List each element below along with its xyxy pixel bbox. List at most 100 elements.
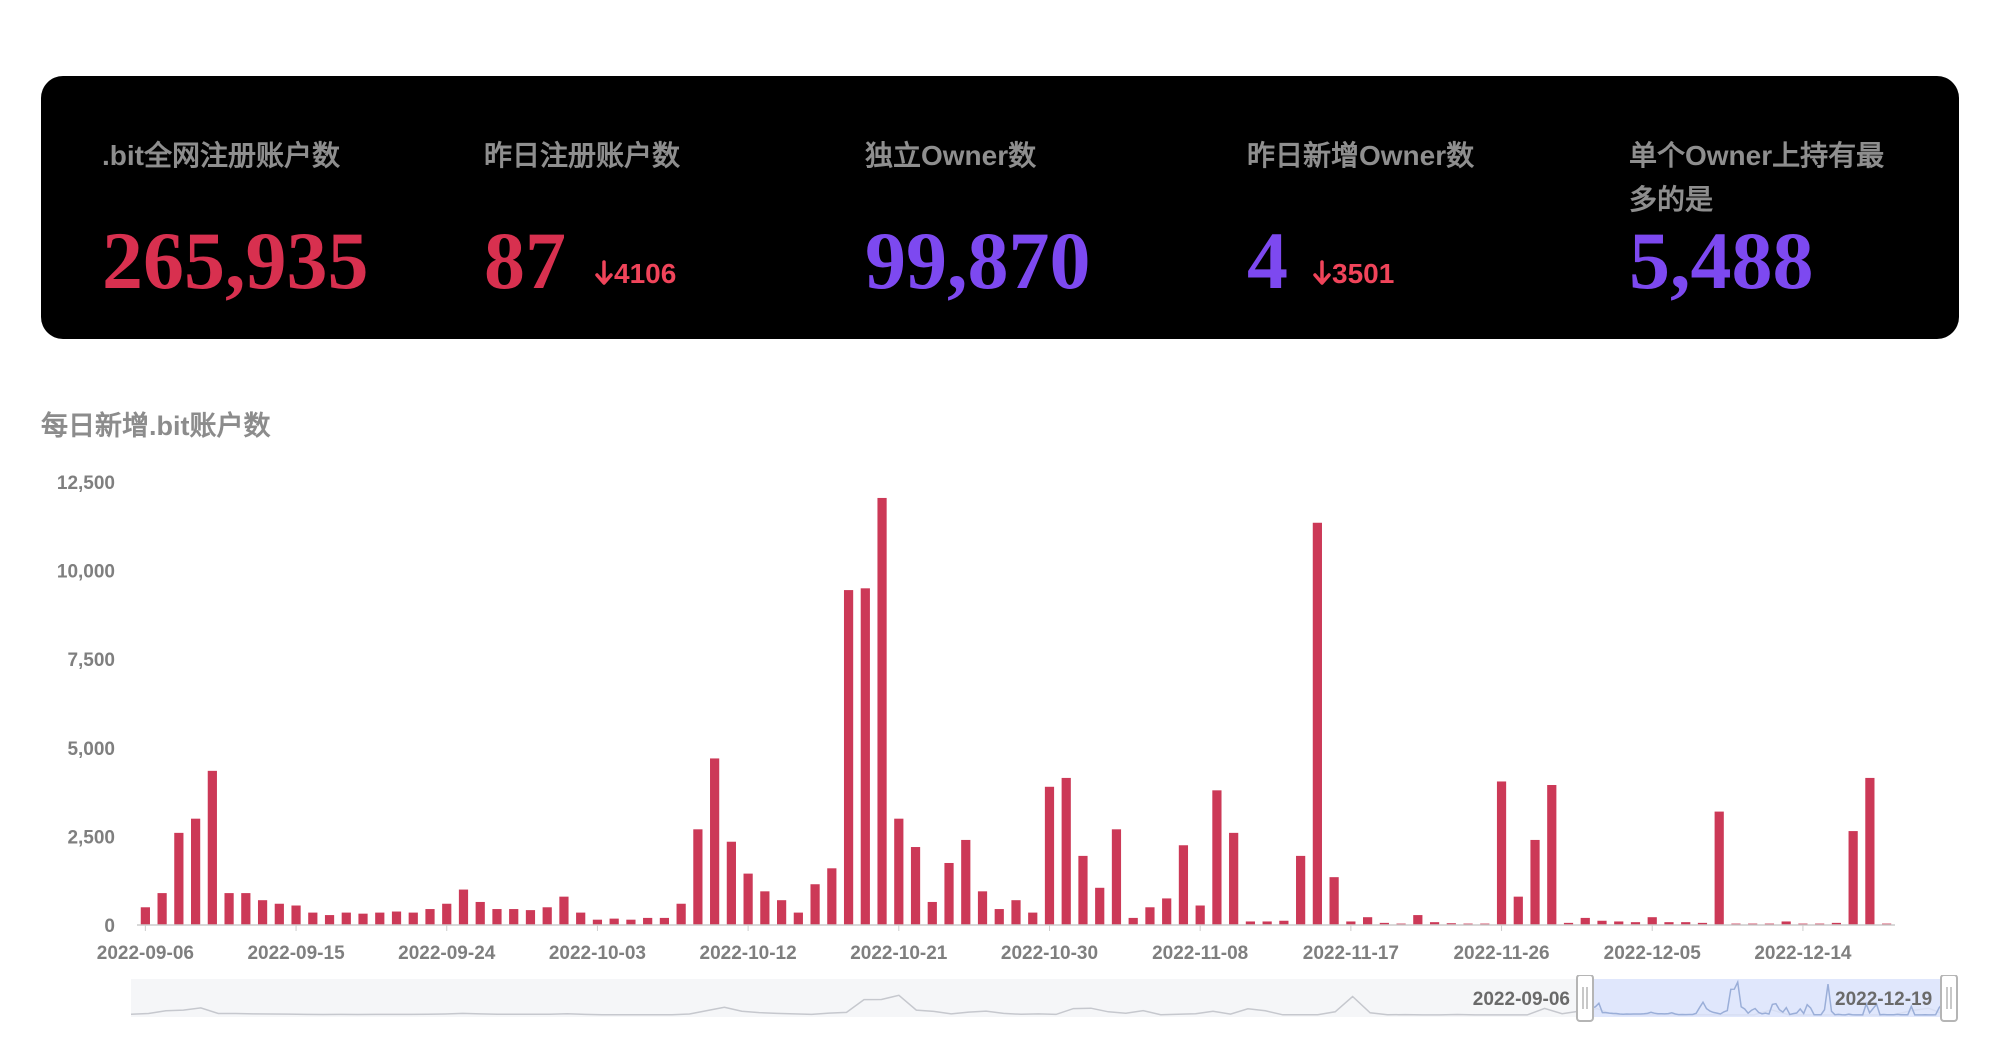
- bar[interactable]: [659, 917, 670, 925]
- bar[interactable]: [1178, 845, 1189, 925]
- bar[interactable]: [157, 893, 167, 925]
- bar[interactable]: [475, 901, 485, 925]
- bar[interactable]: [559, 896, 569, 925]
- bar[interactable]: [375, 912, 385, 925]
- bar[interactable]: [1346, 921, 1356, 925]
- bar[interactable]: [274, 903, 284, 925]
- bar[interactable]: [576, 912, 586, 925]
- bar[interactable]: [241, 893, 251, 925]
- bar[interactable]: [810, 884, 820, 925]
- bar[interactable]: [1044, 786, 1055, 925]
- bar[interactable]: [291, 905, 301, 925]
- bar[interactable]: [1028, 912, 1038, 925]
- bar[interactable]: [1212, 790, 1222, 925]
- bar[interactable]: [442, 903, 452, 925]
- bar[interactable]: [1530, 839, 1540, 925]
- bar[interactable]: [1496, 781, 1507, 925]
- bar[interactable]: [609, 918, 619, 925]
- bar[interactable]: [1781, 921, 1791, 925]
- bar[interactable]: [827, 868, 837, 925]
- bar[interactable]: [358, 913, 368, 925]
- bar[interactable]: [1630, 922, 1641, 925]
- bar[interactable]: [1446, 923, 1456, 925]
- bar[interactable]: [877, 497, 887, 925]
- bar[interactable]: [860, 588, 870, 925]
- bar[interactable]: [1061, 777, 1071, 925]
- bar[interactable]: [1547, 785, 1557, 925]
- bar[interactable]: [1865, 777, 1875, 925]
- bar[interactable]: [961, 839, 971, 925]
- bar[interactable]: [1363, 917, 1373, 925]
- bar[interactable]: [710, 758, 720, 925]
- bar[interactable]: [140, 907, 150, 925]
- zoom-handle-right[interactable]: [1940, 975, 1958, 1022]
- bar[interactable]: [1697, 922, 1708, 925]
- bar[interactable]: [1229, 832, 1239, 925]
- bar[interactable]: [643, 917, 653, 925]
- bar[interactable]: [1195, 905, 1205, 925]
- bar[interactable]: [458, 889, 469, 925]
- zoom-slider[interactable]: 2022-09-06 2022-12-19: [0, 975, 1990, 1025]
- bar[interactable]: [1095, 887, 1105, 925]
- bar[interactable]: [1580, 917, 1590, 925]
- bar[interactable]: [1647, 917, 1657, 925]
- bar[interactable]: [843, 590, 854, 925]
- bar[interactable]: [1296, 855, 1306, 925]
- bar[interactable]: [1614, 921, 1624, 925]
- bar[interactable]: [425, 909, 435, 925]
- bar[interactable]: [894, 818, 904, 925]
- bar[interactable]: [1429, 922, 1440, 925]
- bar[interactable]: [525, 910, 536, 925]
- bar[interactable]: [1312, 522, 1322, 925]
- bar[interactable]: [1279, 920, 1289, 925]
- bar[interactable]: [391, 911, 402, 925]
- bar[interactable]: [1145, 907, 1155, 925]
- bar[interactable]: [324, 915, 335, 925]
- bar[interactable]: [509, 909, 519, 925]
- bar[interactable]: [693, 829, 703, 925]
- bar[interactable]: [1513, 896, 1523, 925]
- bar[interactable]: [1413, 915, 1423, 925]
- bar[interactable]: [977, 891, 988, 925]
- bar[interactable]: [994, 909, 1004, 925]
- bar[interactable]: [1379, 922, 1389, 925]
- bar[interactable]: [1162, 898, 1172, 925]
- bar[interactable]: [592, 919, 603, 925]
- bar[interactable]: [1262, 921, 1272, 925]
- bar[interactable]: [626, 919, 636, 925]
- bar[interactable]: [341, 912, 351, 925]
- bar[interactable]: [308, 912, 318, 925]
- bar[interactable]: [726, 841, 736, 925]
- bar[interactable]: [191, 818, 201, 925]
- bar[interactable]: [224, 893, 234, 925]
- bar[interactable]: [793, 912, 803, 925]
- bar[interactable]: [257, 900, 268, 925]
- bar[interactable]: [1245, 921, 1256, 925]
- bar[interactable]: [1681, 922, 1691, 925]
- bar[interactable]: [1078, 855, 1088, 925]
- zoom-handle-left[interactable]: [1576, 975, 1594, 1022]
- bar[interactable]: [492, 909, 502, 925]
- bar[interactable]: [944, 862, 954, 925]
- bar[interactable]: [910, 847, 921, 925]
- bar[interactable]: [1664, 922, 1674, 925]
- bar[interactable]: [1714, 811, 1724, 925]
- bar[interactable]: [676, 903, 686, 925]
- bar[interactable]: [1597, 920, 1607, 925]
- bar[interactable]: [1111, 829, 1122, 925]
- bar[interactable]: [760, 891, 770, 925]
- bar[interactable]: [207, 770, 217, 925]
- bar[interactable]: [927, 901, 937, 925]
- bar[interactable]: [1128, 917, 1138, 925]
- bar[interactable]: [1329, 877, 1339, 925]
- bar[interactable]: [1848, 831, 1858, 925]
- bar[interactable]: [174, 832, 184, 925]
- bar[interactable]: [777, 900, 787, 925]
- bar[interactable]: [1831, 922, 1842, 925]
- bar[interactable]: [743, 873, 753, 925]
- zoom-selected-range[interactable]: [1585, 979, 1946, 1017]
- bar[interactable]: [1563, 922, 1574, 925]
- bar[interactable]: [542, 907, 552, 925]
- bar[interactable]: [1011, 900, 1021, 925]
- bar[interactable]: [408, 912, 418, 925]
